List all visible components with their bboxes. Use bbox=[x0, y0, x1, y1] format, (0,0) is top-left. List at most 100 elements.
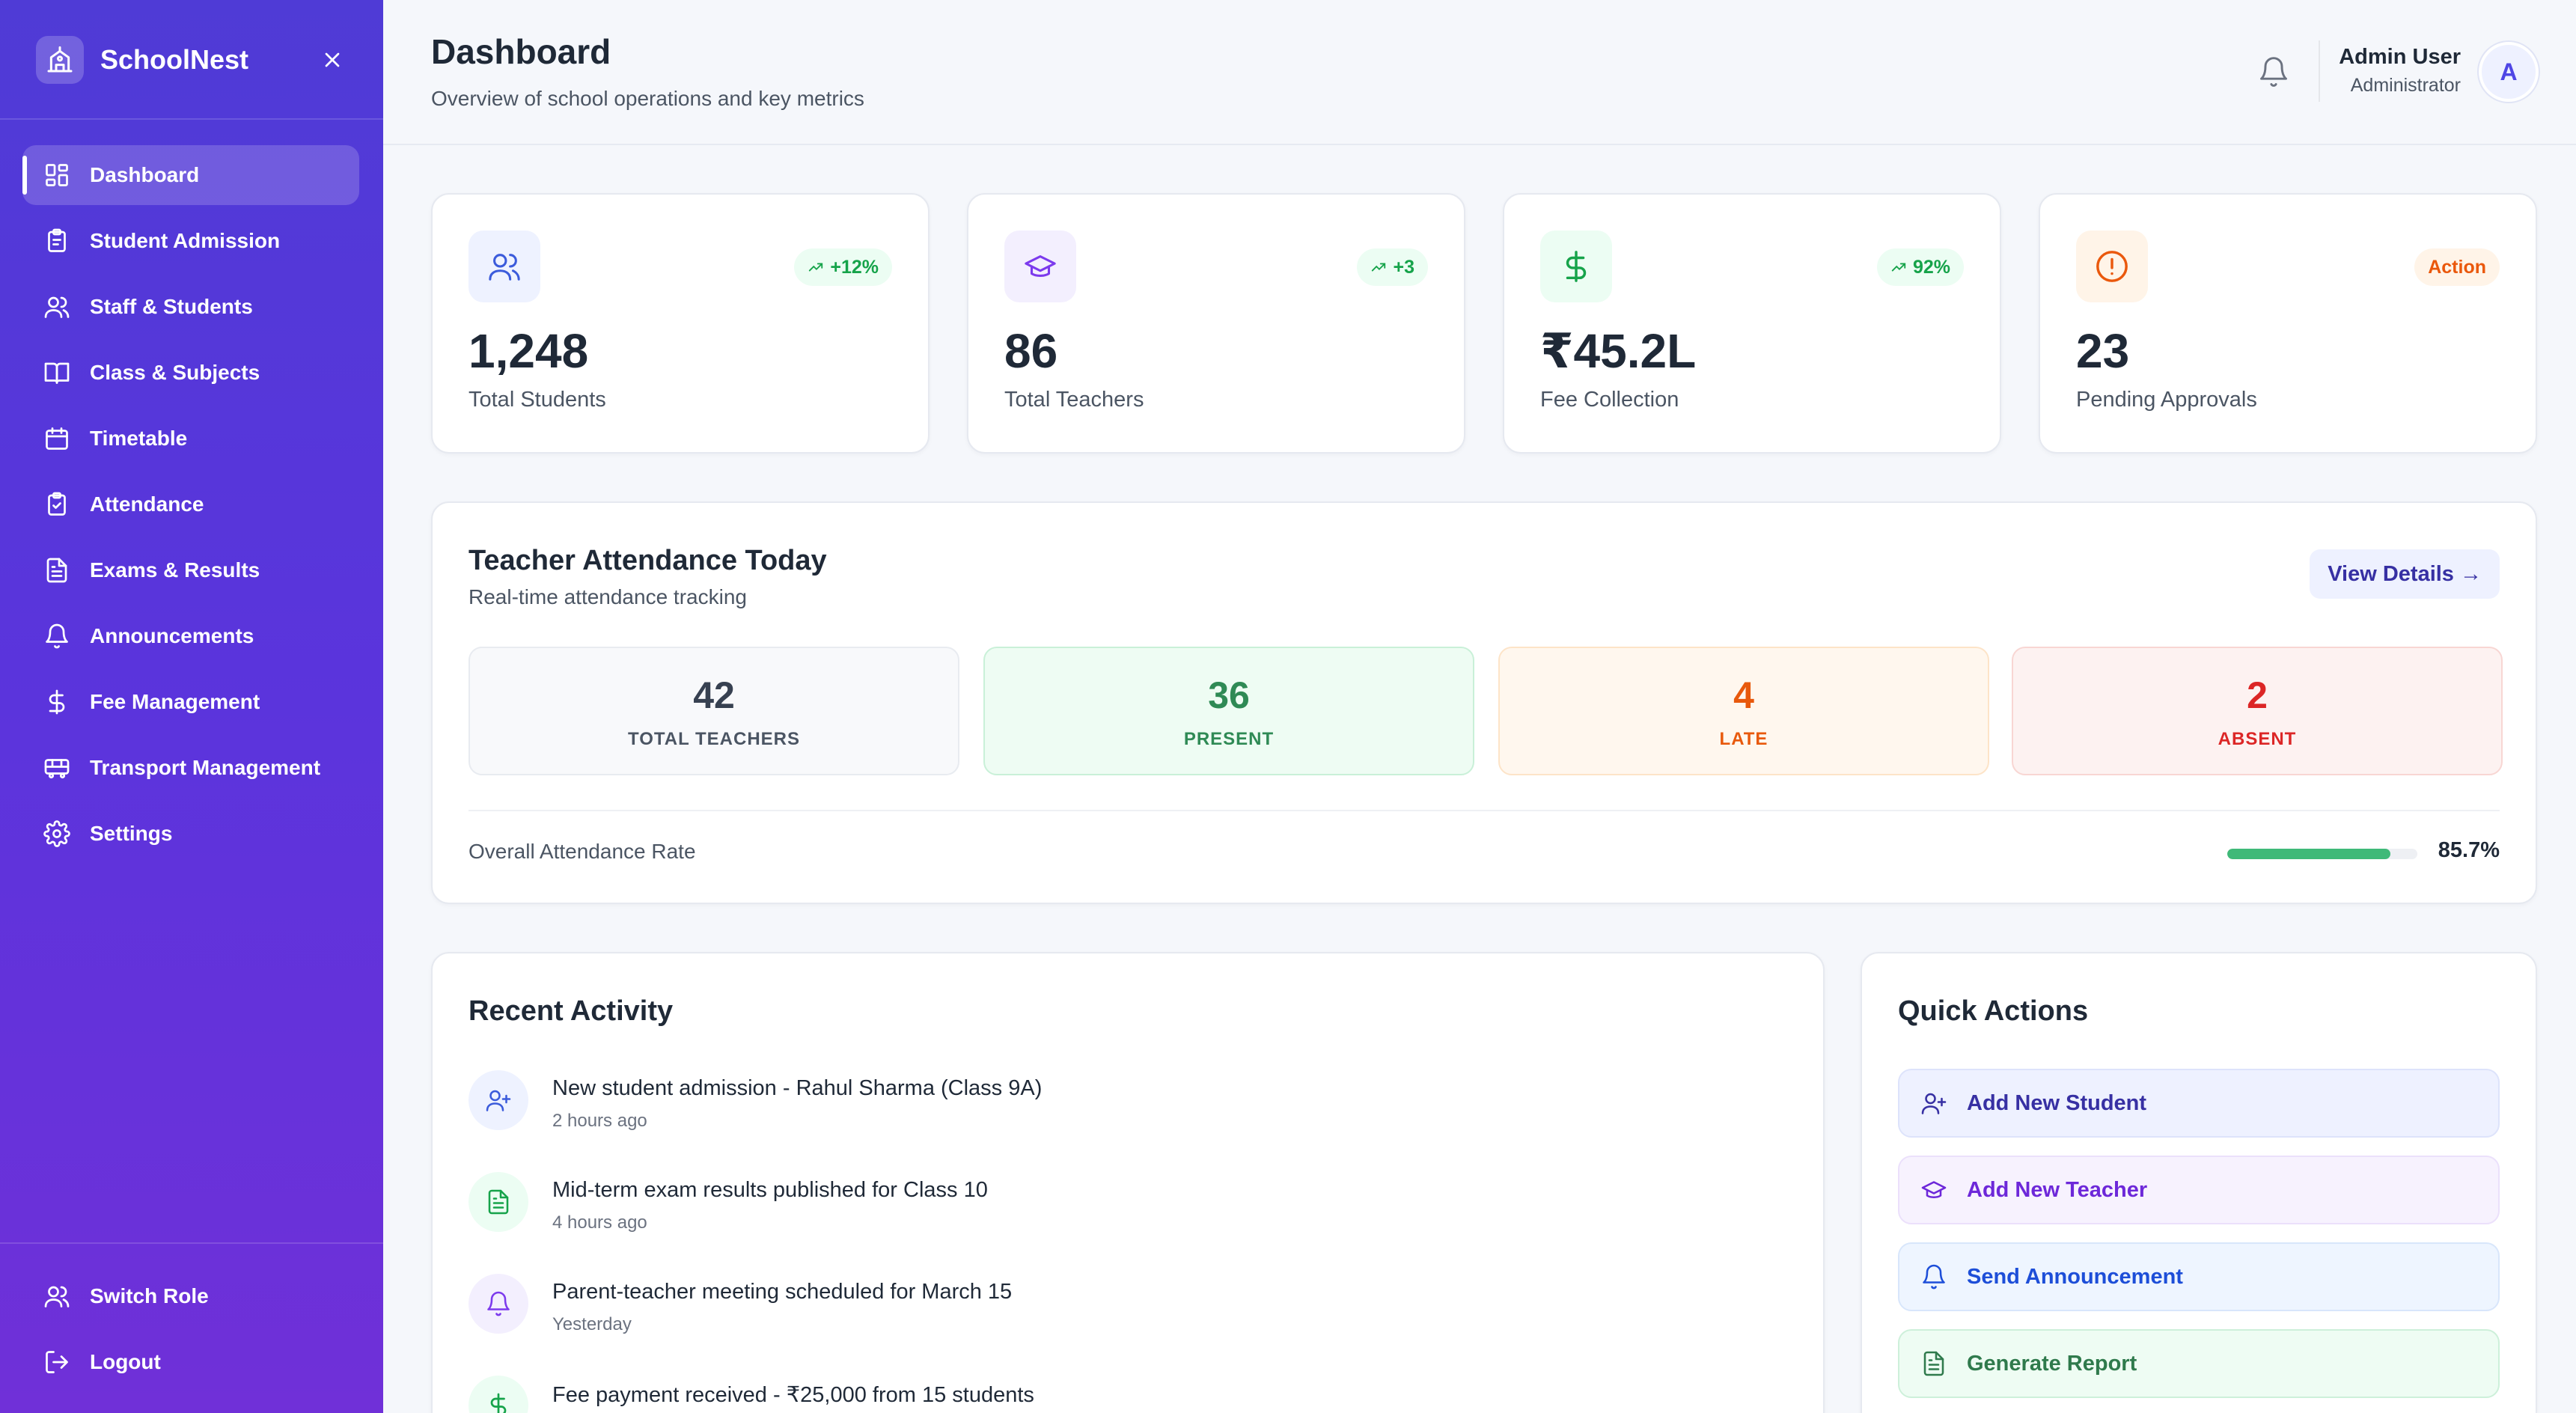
trending-up-icon bbox=[809, 263, 823, 272]
attendance-total-label: TOTAL TEACHERS bbox=[627, 729, 800, 749]
dollar-icon bbox=[42, 687, 72, 717]
attendance-absent-box: 2 ABSENT bbox=[2012, 647, 2503, 775]
sidebar-item-timetable[interactable]: Timetable bbox=[22, 409, 359, 469]
sidebar: SchoolNest Dashboard Student Admission S… bbox=[0, 0, 383, 1413]
brand: SchoolNest bbox=[36, 36, 347, 84]
sidebar-nav: Dashboard Student Admission Staff & Stud… bbox=[22, 145, 359, 870]
stat-label: Fee Collection bbox=[1540, 388, 1679, 412]
sidebar-item-label: Timetable bbox=[90, 427, 188, 450]
stat-card-fee-collection: 92% ₹45.2L Fee Collection bbox=[1503, 193, 2001, 454]
document-icon bbox=[1919, 1349, 1949, 1379]
sidebar-item-label: Dashboard bbox=[90, 163, 200, 186]
trending-up-icon bbox=[1372, 263, 1386, 272]
sidebar-item-exams-results[interactable]: Exams & Results bbox=[22, 540, 359, 600]
stat-badge-text: Action bbox=[2428, 256, 2486, 278]
quick-action-label: Generate Report bbox=[1967, 1351, 2137, 1376]
sidebar-item-label: Announcements bbox=[90, 624, 254, 647]
brand-name: SchoolNest bbox=[100, 44, 249, 75]
clipboard-check-icon bbox=[42, 489, 72, 519]
section-title: Quick Actions bbox=[1898, 995, 2089, 1027]
sidebar-item-staff-students[interactable]: Staff & Students bbox=[22, 277, 359, 337]
user-plus-icon bbox=[1919, 1088, 1949, 1118]
teacher-attendance-card: Teacher Attendance Today Real-time atten… bbox=[431, 501, 2537, 904]
attendance-present-label: PRESENT bbox=[1183, 729, 1275, 749]
recent-activity-card: Recent Activity New student admission - … bbox=[431, 952, 1825, 1413]
activity-text: New student admission - Rahul Sharma (Cl… bbox=[552, 1076, 1043, 1100]
attendance-rate-value: 85.7% bbox=[2438, 838, 2500, 862]
switch-role-label: Switch Role bbox=[90, 1284, 209, 1307]
list-item: Fee payment received - ₹25,000 from 15 s… bbox=[468, 1376, 1741, 1413]
sidebar-item-label: Settings bbox=[90, 822, 173, 845]
page-title: Dashboard bbox=[431, 32, 611, 71]
sidebar-item-label: Class & Subjects bbox=[90, 361, 260, 384]
logout-label: Logout bbox=[90, 1350, 161, 1373]
calendar-icon bbox=[42, 424, 72, 454]
alert-circle-icon bbox=[2076, 231, 2148, 302]
logout-button[interactable]: Logout bbox=[22, 1332, 359, 1392]
stat-value: 23 bbox=[2076, 324, 2130, 378]
dashboard-grid-icon bbox=[42, 160, 72, 190]
attendance-total-box: 42 TOTAL TEACHERS bbox=[468, 647, 959, 775]
quick-action-label: Add New Student bbox=[1967, 1090, 2147, 1115]
stat-card-total-teachers: +3 86 Total Teachers bbox=[967, 193, 1465, 454]
sidebar-item-label: Student Admission bbox=[90, 229, 281, 252]
stat-value: 86 bbox=[1004, 324, 1058, 378]
stat-badge-text: +12% bbox=[830, 256, 879, 278]
add-new-teacher-button[interactable]: Add New Teacher bbox=[1898, 1156, 2500, 1224]
attendance-rate-fill bbox=[2227, 849, 2390, 859]
logout-icon bbox=[42, 1347, 72, 1377]
sidebar-item-fee-management[interactable]: Fee Management bbox=[22, 672, 359, 732]
sidebar-item-label: Transport Management bbox=[90, 756, 321, 779]
graduation-cap-icon bbox=[1004, 231, 1076, 302]
sidebar-item-attendance[interactable]: Attendance bbox=[22, 474, 359, 534]
stat-badge: Action bbox=[2414, 248, 2500, 286]
stat-badge: 92% bbox=[1876, 248, 1964, 286]
stat-badge: +3 bbox=[1357, 248, 1428, 286]
sidebar-item-transport-management[interactable]: Transport Management bbox=[22, 738, 359, 798]
send-announcement-button[interactable]: Send Announcement bbox=[1898, 1242, 2500, 1311]
section-subtitle: Real-time attendance tracking bbox=[468, 585, 747, 608]
quick-action-label: Add New Teacher bbox=[1967, 1177, 2148, 1202]
stat-badge: +12% bbox=[794, 248, 892, 286]
bell-icon bbox=[42, 621, 72, 651]
stat-badge-text: 92% bbox=[1912, 256, 1950, 278]
list-item: New student admission - Rahul Sharma (Cl… bbox=[468, 1070, 1741, 1145]
sidebar-item-settings[interactable]: Settings bbox=[22, 804, 359, 864]
sidebar-item-student-admission[interactable]: Student Admission bbox=[22, 211, 359, 271]
add-new-student-button[interactable]: Add New Student bbox=[1898, 1069, 2500, 1138]
notification-bell-icon[interactable] bbox=[2257, 55, 2290, 88]
sidebar-item-announcements[interactable]: Announcements bbox=[22, 606, 359, 666]
sidebar-item-label: Attendance bbox=[90, 492, 204, 516]
list-item: Mid-term exam results published for Clas… bbox=[468, 1172, 1741, 1247]
sidebar-item-class-subjects[interactable]: Class & Subjects bbox=[22, 343, 359, 403]
book-icon bbox=[42, 358, 72, 388]
attendance-late-value: 4 bbox=[1733, 674, 1754, 716]
attendance-rate-bar bbox=[2227, 849, 2417, 859]
page-subtitle: Overview of school operations and key me… bbox=[431, 87, 864, 110]
avatar[interactable]: A bbox=[2479, 42, 2539, 102]
list-item: Parent-teacher meeting scheduled for Mar… bbox=[468, 1274, 1741, 1349]
quick-actions-card: Quick Actions Add New Student Add New Te… bbox=[1861, 952, 2537, 1413]
page-header: Dashboard Overview of school operations … bbox=[383, 0, 2576, 145]
activity-time: 2 hours ago bbox=[552, 1111, 647, 1131]
generate-report-button[interactable]: Generate Report bbox=[1898, 1329, 2500, 1398]
bus-icon bbox=[42, 753, 72, 783]
sidebar-bottom: Switch Role Logout bbox=[22, 1266, 359, 1398]
attendance-present-value: 36 bbox=[1208, 674, 1250, 716]
attendance-rate-label: Overall Attendance Rate bbox=[468, 840, 696, 863]
stat-badge-text: +3 bbox=[1393, 256, 1414, 278]
activity-time: 4 hours ago bbox=[552, 1212, 647, 1233]
close-icon[interactable] bbox=[317, 45, 347, 75]
graduation-cap-icon bbox=[1919, 1175, 1949, 1205]
user-plus-icon bbox=[468, 1070, 528, 1130]
sidebar-item-dashboard[interactable]: Dashboard bbox=[22, 145, 359, 205]
stat-value: ₹45.2L bbox=[1540, 324, 1697, 378]
sidebar-item-label: Fee Management bbox=[90, 690, 260, 713]
switch-role-button[interactable]: Switch Role bbox=[22, 1266, 359, 1326]
stat-label: Total Students bbox=[468, 388, 606, 412]
view-details-button[interactable]: View Details → bbox=[2310, 549, 2500, 599]
dollar-icon bbox=[468, 1376, 528, 1413]
sidebar-item-label: Exams & Results bbox=[90, 558, 260, 582]
stat-value: 1,248 bbox=[468, 324, 589, 378]
bell-icon bbox=[468, 1274, 528, 1334]
